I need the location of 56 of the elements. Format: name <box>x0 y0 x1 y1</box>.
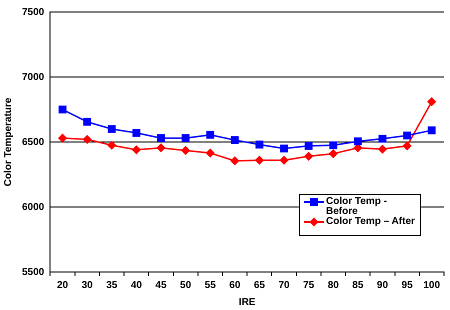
point <box>206 130 214 139</box>
x-tick-label: 80 <box>328 280 340 291</box>
point <box>58 134 67 142</box>
point <box>354 137 362 146</box>
point <box>329 149 338 158</box>
legend-label: Color Temp - Before <box>326 196 388 217</box>
x-tick-label: 35 <box>106 280 118 291</box>
x-tick-label: 30 <box>82 280 94 291</box>
x-tick-label: 90 <box>376 280 388 291</box>
point <box>206 148 214 158</box>
point <box>157 134 165 142</box>
x-tick-label: 65 <box>254 280 266 291</box>
x-tick-label: 50 <box>180 280 192 291</box>
y-tick-label: 5500 <box>22 266 45 278</box>
point <box>403 132 412 140</box>
y-tick-label: 7500 <box>22 6 45 18</box>
point <box>427 97 436 106</box>
point <box>402 142 412 150</box>
point <box>304 152 313 161</box>
point <box>132 128 140 137</box>
point <box>378 134 386 143</box>
point <box>58 106 66 114</box>
point <box>108 125 116 133</box>
x-tick-label: 45 <box>155 280 167 291</box>
y-tick-label: 6500 <box>22 136 45 148</box>
point <box>132 146 141 154</box>
point <box>280 156 288 164</box>
x-tick-label: 60 <box>229 280 241 291</box>
point <box>230 156 240 166</box>
point <box>82 135 92 144</box>
point <box>428 126 436 134</box>
point <box>230 136 239 144</box>
x-tick-label: 70 <box>278 280 290 291</box>
x-tick-label: 40 <box>130 280 142 291</box>
y-axis-title: Color Temperature <box>2 97 14 186</box>
x-tick-label: 85 <box>352 280 364 291</box>
x-tick-label: 20 <box>56 280 69 291</box>
x-tick-label: 95 <box>402 280 414 291</box>
point <box>255 156 264 164</box>
point <box>304 142 313 150</box>
x-tick-label: 75 <box>303 280 315 291</box>
x-tick-label: 100 <box>423 280 440 291</box>
x-axis-title: IRE <box>238 296 256 308</box>
point <box>83 118 92 126</box>
x-tick-label: 55 <box>204 280 216 291</box>
point <box>182 134 190 142</box>
point <box>156 144 166 152</box>
point <box>329 141 338 150</box>
y-tick-label: 7000 <box>22 72 45 83</box>
point <box>280 144 288 152</box>
point <box>255 140 264 149</box>
legend-label: Color Temp – After <box>326 216 415 227</box>
point <box>108 141 116 150</box>
point <box>181 146 190 155</box>
point <box>378 144 387 154</box>
y-tick-label: 6000 <box>22 202 45 213</box>
